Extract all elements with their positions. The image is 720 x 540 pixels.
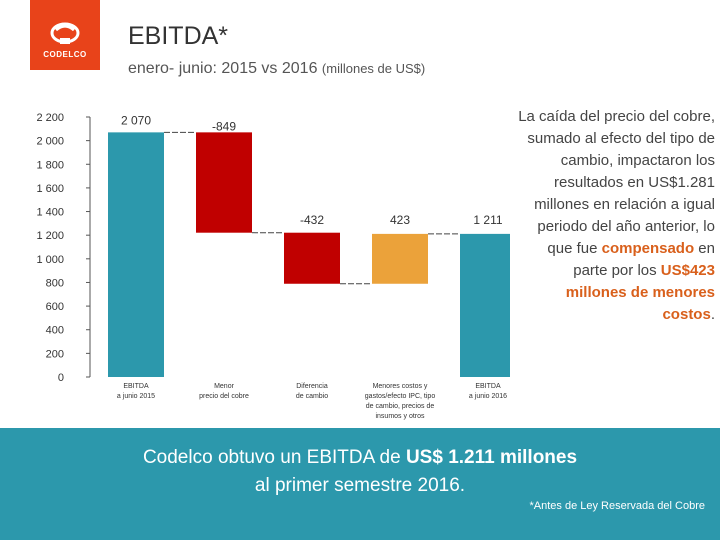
codelco-logo: CODELCO: [30, 0, 100, 70]
page-subtitle: enero- junio: 2015 vs 2016 (millones de …: [128, 60, 425, 78]
summary-banner: Codelco obtuvo un EBITDA de US$ 1.211 mi…: [0, 428, 720, 540]
category-label-4-0: EBITDA: [475, 383, 501, 390]
y-tick-label-11: 2 200: [36, 112, 64, 124]
waterfall-bar-4: [460, 233, 510, 377]
category-label-2-0: Diferencia: [296, 383, 328, 390]
explanation-part3: .: [710, 306, 715, 323]
data-label-4: 1 211: [473, 213, 502, 227]
banner-message: Codelco obtuvo un EBITDA de US$ 1.211 mi…: [0, 444, 720, 500]
y-tick-label-4: 800: [46, 277, 64, 289]
y-tick-label-6: 1 200: [36, 230, 64, 242]
category-label-1-0: Menor: [214, 383, 235, 390]
banner-line1-prefix: Codelco obtuvo un EBITDA de: [142, 447, 406, 468]
y-tick-label-0: 0: [58, 372, 64, 384]
explanation-text: La caída del precio del cobre, sumado al…: [515, 106, 715, 326]
subtitle-unit: (millones de US$): [321, 61, 426, 76]
y-tick-label-1: 200: [46, 348, 64, 360]
waterfall-bar-0: [108, 132, 164, 377]
category-label-3-3: insumos y otros: [375, 413, 425, 420]
data-label-0: 2 070: [121, 113, 151, 127]
y-tick-label-2: 400: [46, 325, 64, 337]
y-tick-label-7: 1 400: [36, 207, 64, 219]
category-label-2-1: de cambio: [296, 393, 328, 400]
banner-footnote: *Antes de Ley Reservada del Cobre: [529, 500, 706, 512]
codelco-emblem-icon: [50, 22, 80, 44]
category-label-3-1: gastos/efecto IPC, tipo: [365, 393, 436, 400]
data-label-3: 423: [390, 213, 410, 227]
y-tick-label-8: 1 600: [36, 183, 64, 195]
y-tick-label-3: 600: [46, 301, 64, 313]
explanation-part2: en parte por los: [573, 240, 715, 279]
explanation-highlight-costos: US$423 millones de menores costos: [565, 262, 715, 323]
category-label-4-1: a junio 2016: [469, 393, 507, 400]
banner-line1-bold: US$ 1.211 millones: [405, 447, 578, 468]
waterfall-bar-2: [284, 232, 340, 284]
subtitle-main: enero- junio: 2015 vs 2016: [128, 60, 318, 77]
category-label-0-1: a junio 2015: [117, 393, 155, 400]
data-label-2: -432: [300, 213, 324, 227]
category-label-0-0: EBITDA: [123, 383, 149, 390]
ebitda-waterfall-chart: 0 200 400 600 800 1 000 1 200 1 400 1 600 1 800 2 …: [36, 112, 510, 420]
category-label-1-1: precio del cobre: [199, 393, 249, 400]
category-label-3-0: Menores costos y: [373, 383, 428, 390]
waterfall-bar-1: [196, 132, 252, 233]
y-tick-label-10: 2 000: [36, 136, 64, 148]
category-label-3-2: de cambio, precios de: [366, 403, 435, 410]
data-label-1: -849: [212, 119, 236, 133]
explanation-part1: La caída del precio del cobre, sumado al…: [518, 108, 715, 257]
waterfall-bar-3: [372, 233, 428, 284]
logo-text: CODELCO: [43, 50, 87, 59]
y-tick-label-5: 1 000: [36, 254, 64, 266]
y-tick-label-9: 1 800: [36, 159, 64, 171]
banner-line2: al primer semestre 2016.: [254, 475, 466, 496]
explanation-highlight-compensado: compensado: [601, 240, 695, 257]
page-title: EBITDA*: [128, 22, 229, 50]
